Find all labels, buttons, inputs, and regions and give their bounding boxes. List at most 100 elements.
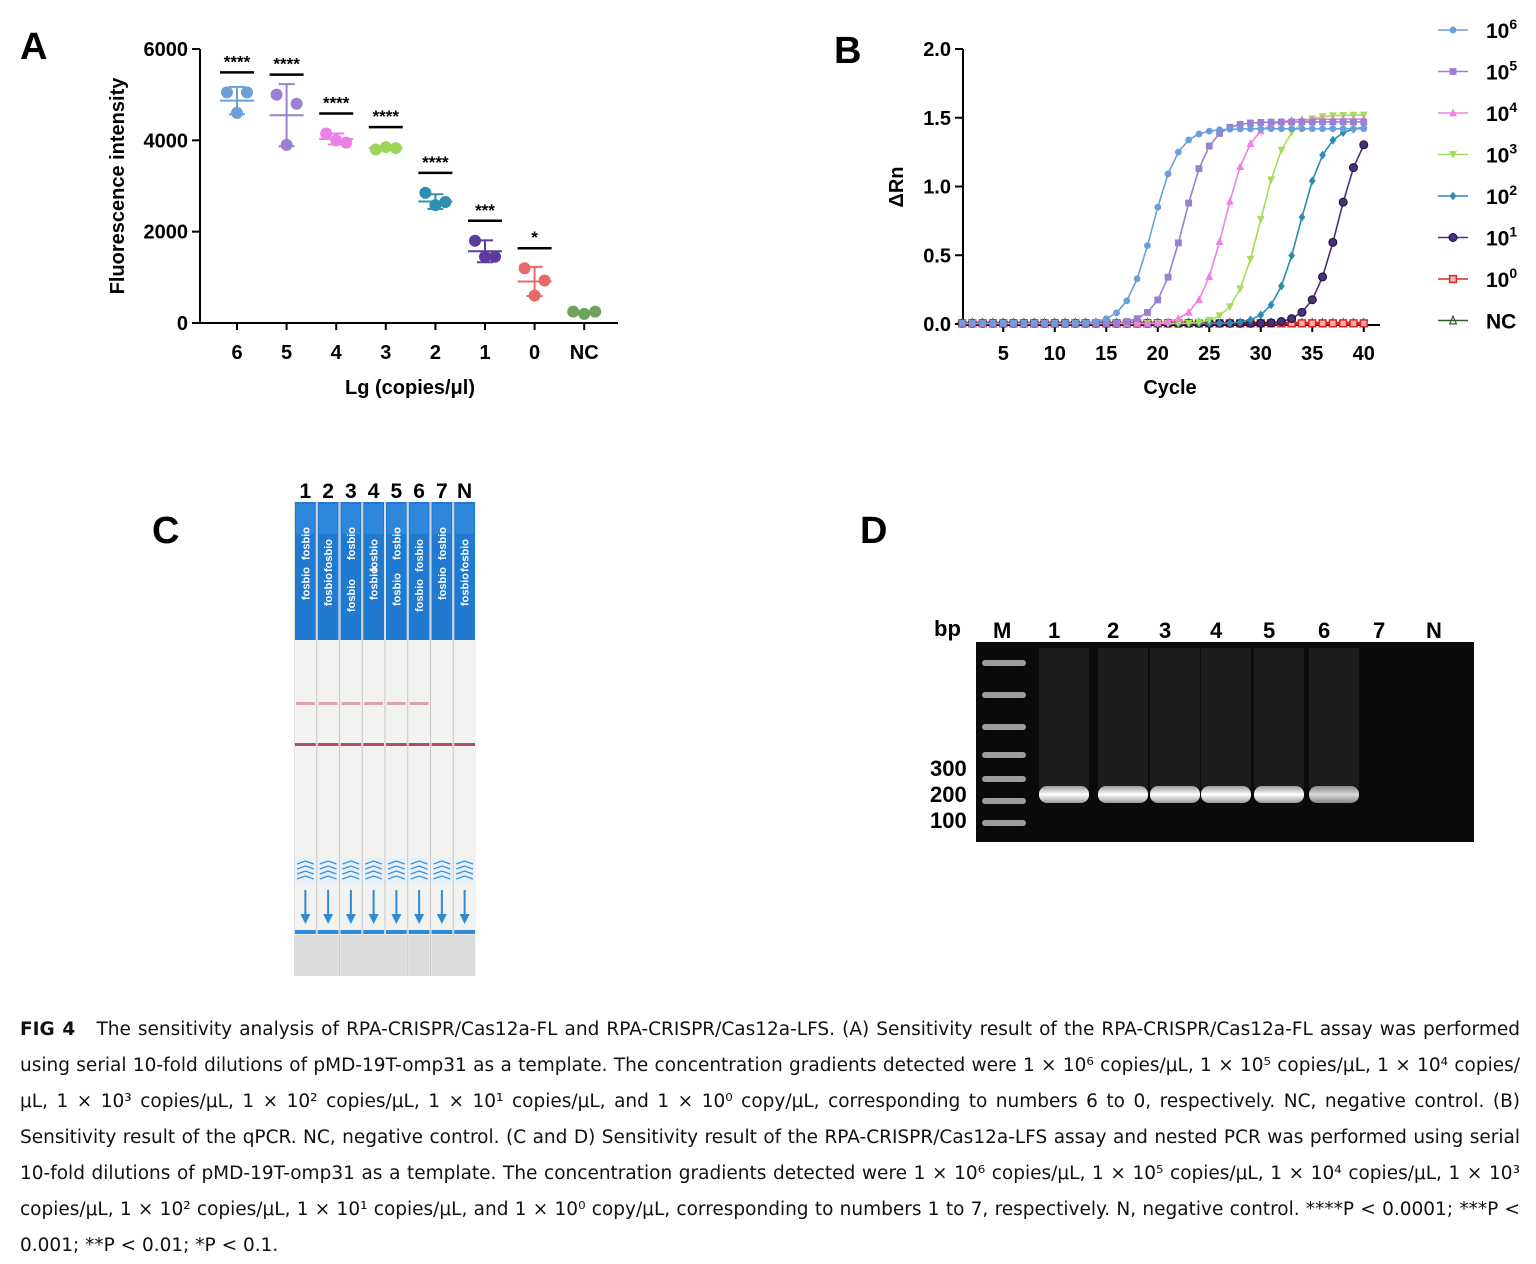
marker <box>1360 125 1368 133</box>
strip-blue-band <box>295 930 316 934</box>
marker <box>1267 176 1275 185</box>
significance-label: **** <box>422 153 449 172</box>
legend-label: 100 <box>1486 265 1517 292</box>
marker <box>1154 203 1162 211</box>
series-2 <box>958 114 1368 327</box>
x-tick-label-b: 20 <box>1147 343 1169 365</box>
arrow-head-icon <box>414 914 425 924</box>
strip-cap <box>432 504 452 534</box>
marker <box>1246 255 1255 264</box>
strip-top-blue <box>431 502 453 640</box>
strip-pattern <box>456 875 474 880</box>
strip-pattern <box>410 875 428 880</box>
marker <box>968 319 976 327</box>
data-point <box>320 127 333 140</box>
strip-blue-band <box>363 930 384 934</box>
strip-cap <box>387 504 406 534</box>
dna-band <box>1254 786 1304 803</box>
significance-label: **** <box>323 93 350 112</box>
strip-lane-label: 1 <box>299 480 312 503</box>
marker <box>1082 319 1090 327</box>
dna-band <box>1098 786 1148 803</box>
marker <box>1247 125 1254 133</box>
marker <box>1307 295 1317 305</box>
significance-label: **** <box>273 55 300 74</box>
marker <box>1143 318 1152 327</box>
marker <box>1339 118 1347 126</box>
legend-item: 104 <box>1438 99 1517 126</box>
legend-item: NC <box>1438 311 1516 334</box>
panel-label-b: B <box>834 30 862 72</box>
arrow-head-icon <box>368 914 379 924</box>
legend-item: 103 <box>1438 141 1517 168</box>
marker <box>1195 130 1203 138</box>
marker <box>1319 125 1326 133</box>
strip-pattern <box>387 870 405 875</box>
series-line <box>962 121 1364 325</box>
x-tick-label-b: 40 <box>1353 343 1375 365</box>
legend-item: 102 <box>1438 182 1517 209</box>
data-point <box>489 250 501 263</box>
strip-top-blue <box>454 502 475 640</box>
marker <box>1236 125 1244 133</box>
marker <box>1288 125 1296 133</box>
strip-pattern <box>365 875 383 880</box>
marker <box>1184 307 1193 316</box>
ladder-band <box>982 820 1026 826</box>
marker <box>1449 26 1457 34</box>
legend-item: 100 <box>1438 265 1517 292</box>
marker <box>1328 237 1338 247</box>
strip-pattern <box>456 860 474 865</box>
marker <box>1020 319 1028 327</box>
legend-exponent: 0 <box>1509 265 1517 281</box>
strip-pattern <box>365 860 383 865</box>
data-point <box>518 262 531 275</box>
control-line <box>317 743 339 746</box>
y-tick-label-b: 1.0 <box>923 177 951 199</box>
strip-top-blue <box>317 502 339 640</box>
caption-gradient-a: 1 × 10⁶ copies/μL, 1 × 10⁵ copies/μL, 1 … <box>20 1055 1520 1112</box>
significance-label: * <box>531 228 538 247</box>
strip-pattern <box>433 870 451 875</box>
marker <box>1257 310 1265 320</box>
arrow-head-icon <box>345 914 356 924</box>
marker <box>1308 118 1316 126</box>
marker <box>1205 127 1213 135</box>
marker <box>1350 125 1357 133</box>
marker <box>1277 146 1286 155</box>
strip-pattern <box>296 860 314 865</box>
x-tick-label-a: 3 <box>380 342 391 364</box>
strip-blue-band <box>317 930 339 934</box>
strip-pattern <box>410 860 428 865</box>
marker <box>1448 233 1458 242</box>
ladder-band <box>982 660 1026 666</box>
strip-bottom <box>431 935 453 976</box>
marker <box>1267 125 1275 133</box>
y-tick-label-a: 6000 <box>144 39 189 61</box>
x-tick-label-a: 6 <box>231 342 242 364</box>
strip-brand-text: fosbio <box>300 567 312 600</box>
marker <box>1153 318 1162 327</box>
strip-brand-text: fosbio <box>414 579 426 612</box>
marker <box>1360 118 1368 126</box>
marker <box>1319 150 1326 160</box>
strip-brand-text: fosbio <box>460 539 472 572</box>
test-line <box>387 702 406 705</box>
marker <box>1041 319 1048 327</box>
strip-cap <box>409 504 429 534</box>
x-tick-label-b: 30 <box>1250 343 1272 365</box>
lane-smear <box>1309 648 1359 788</box>
test-line <box>341 702 361 705</box>
legend-label: 104 <box>1486 99 1517 126</box>
marker <box>1226 125 1234 133</box>
marker <box>1277 118 1285 126</box>
series-0 <box>958 125 1368 327</box>
lane-smear <box>1039 648 1089 788</box>
marker <box>1102 319 1110 327</box>
data-point <box>589 305 602 318</box>
ladder-band <box>982 724 1026 730</box>
marker <box>1267 300 1275 310</box>
